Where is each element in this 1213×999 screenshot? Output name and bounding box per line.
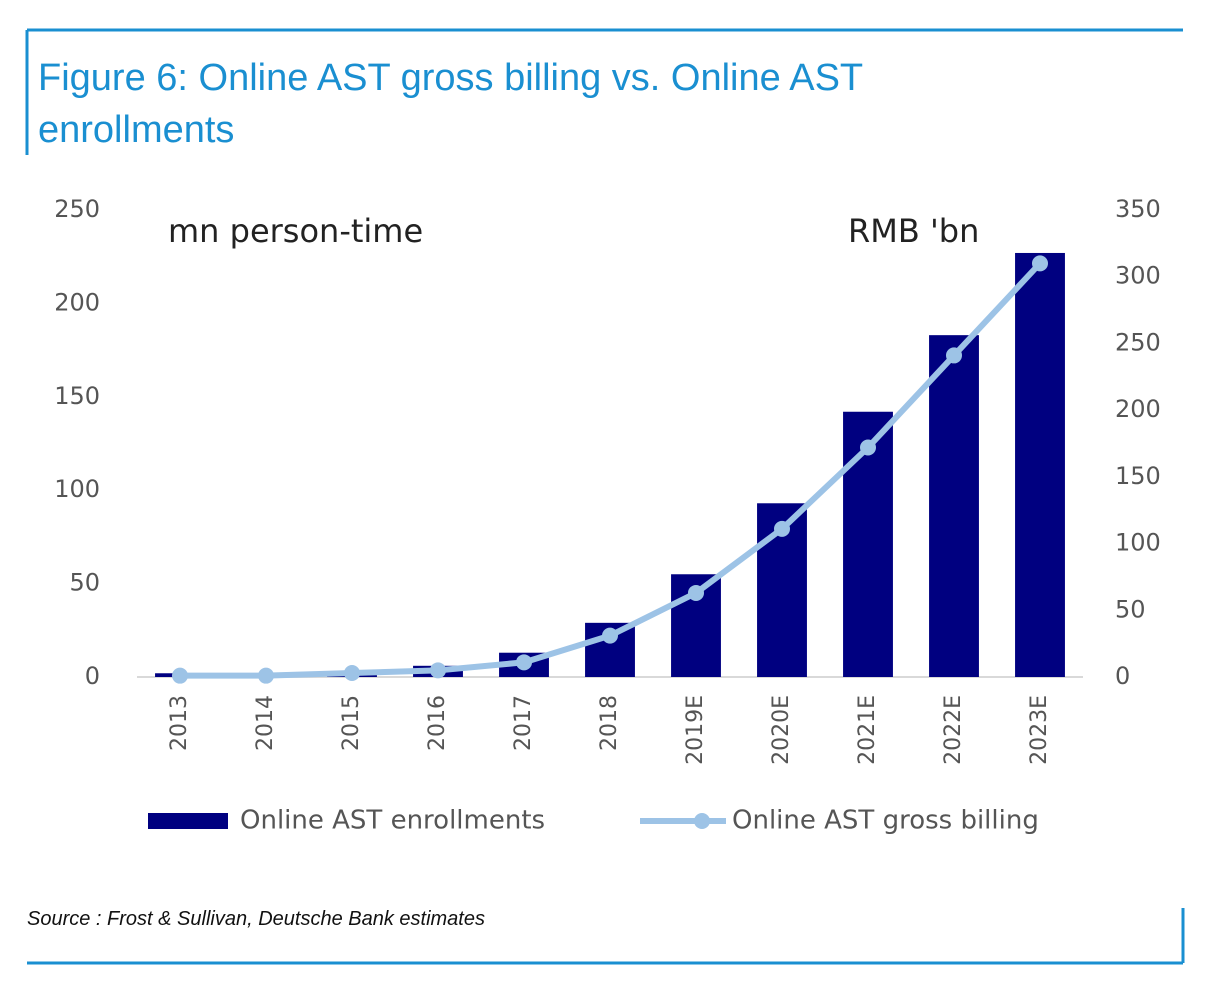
right-unit: RMB 'bn <box>848 212 979 250</box>
line-marker <box>344 664 360 681</box>
y2-tick-label: 350 <box>1115 195 1161 223</box>
y2-tick-label: 200 <box>1115 395 1161 423</box>
legend-swatch <box>148 813 228 829</box>
bar <box>1015 252 1065 678</box>
x-tick-label: 2014 <box>253 695 278 751</box>
y-tick-label: 50 <box>69 569 100 597</box>
x-tick-label: 2023E <box>1027 695 1052 765</box>
y2-tick-label: 100 <box>1115 529 1161 557</box>
x-tick-label: 2018 <box>597 695 622 751</box>
x-tick-label: 2021E <box>855 695 880 765</box>
x-tick-label: 2016 <box>425 695 450 751</box>
x-tick-label: 2019E <box>683 695 708 765</box>
line-marker <box>430 662 446 679</box>
x-tick-label: 2020E <box>769 695 794 765</box>
y2-tick-label: 250 <box>1115 328 1161 356</box>
bar <box>843 411 893 677</box>
line-marker <box>172 667 188 684</box>
line-marker <box>602 627 618 644</box>
x-tick-label: 2013 <box>167 695 192 751</box>
y2-tick-label: 300 <box>1115 262 1161 290</box>
left-unit: mn person-time <box>168 212 423 250</box>
y-tick-label: 100 <box>54 475 100 503</box>
bar <box>929 335 979 677</box>
y-tick-label: 150 <box>54 382 100 410</box>
x-tick-label: 2015 <box>339 695 364 751</box>
y-tick-label: 0 <box>85 662 100 690</box>
line <box>180 261 1043 679</box>
legend-marker <box>694 813 710 829</box>
y2-tick-label: 50 <box>1115 595 1146 623</box>
x-tick-label: 2022E <box>941 695 966 765</box>
y2-tick-label: 0 <box>1115 662 1130 690</box>
y-tick-label: 200 <box>54 288 100 316</box>
line-marker <box>860 439 876 456</box>
figure-title: Figure 6: Online AST gross billing vs. O… <box>38 57 863 151</box>
line-marker <box>774 520 790 537</box>
x-tick-label: 2017 <box>511 695 536 751</box>
legend-label: Online AST enrollments <box>240 806 545 836</box>
legend-label: Online AST gross billing <box>732 806 1039 836</box>
line-marker <box>516 654 532 671</box>
line-marker <box>1032 255 1048 272</box>
line-marker <box>946 347 962 364</box>
source-note: Source : Frost & Sullivan, Deutsche Bank… <box>27 908 485 930</box>
y-tick-label: 250 <box>54 195 100 223</box>
line-marker <box>688 584 704 601</box>
y2-tick-label: 150 <box>1115 462 1161 490</box>
line-marker <box>258 667 274 684</box>
